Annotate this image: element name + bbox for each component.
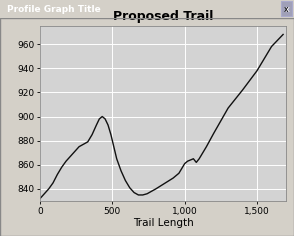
FancyBboxPatch shape [281,1,292,16]
Text: Profile Graph Title: Profile Graph Title [7,4,101,13]
X-axis label: Trail Length: Trail Length [133,218,193,228]
Text: x: x [285,4,290,13]
Title: Proposed Trail: Proposed Trail [113,10,213,23]
Text: x: x [284,4,289,13]
